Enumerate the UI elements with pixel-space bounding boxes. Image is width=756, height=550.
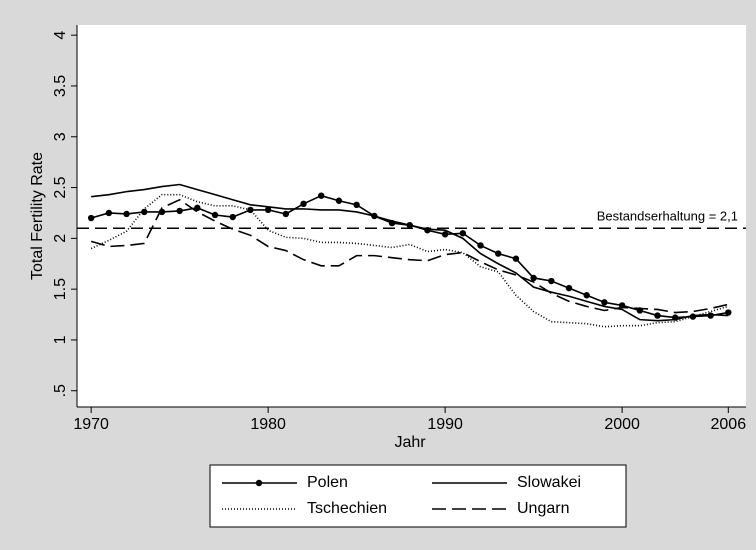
point	[282, 210, 290, 218]
legend-label: Polen	[307, 474, 348, 491]
point	[583, 292, 590, 299]
series-line	[90, 198, 729, 314]
y-tick-label: .5	[52, 384, 69, 397]
point	[530, 274, 537, 282]
series-line	[91, 183, 729, 322]
point	[229, 213, 236, 221]
point	[176, 207, 183, 215]
x-tick-label: 2006	[711, 416, 747, 433]
point	[353, 201, 360, 209]
point	[512, 255, 520, 262]
y-tick-label: 3	[52, 132, 69, 141]
legend-label: Slowakei	[517, 474, 581, 491]
legend	[209, 464, 627, 528]
y-tick-label: 2.5	[52, 176, 69, 198]
x-tick-label: 1990	[427, 416, 463, 433]
y-tick-label: 1.5	[52, 278, 69, 300]
point	[211, 211, 219, 219]
point	[441, 231, 449, 238]
y-axis-title: Total Fertility Rate	[29, 152, 46, 280]
point	[725, 309, 732, 316]
point	[247, 206, 254, 214]
y-tick-label: 4	[52, 31, 69, 40]
point	[335, 197, 343, 204]
legend-label: Tschechien	[307, 500, 387, 517]
point	[300, 200, 307, 208]
point	[318, 192, 325, 199]
legend-marker	[255, 479, 263, 487]
y-tick-label: 3.5	[52, 75, 69, 97]
x-tick-label: 1970	[73, 416, 109, 433]
point	[459, 230, 467, 237]
legend-label: Ungarn	[517, 500, 569, 517]
x-axis-title: Jahr	[394, 434, 426, 451]
point	[707, 312, 714, 319]
point	[495, 250, 502, 257]
point	[123, 210, 130, 218]
reference-label: Bestandserhaltung = 2,1	[597, 209, 738, 224]
point	[654, 312, 661, 319]
point	[105, 209, 113, 217]
x-tick-label: 2000	[604, 416, 640, 433]
point	[477, 242, 484, 249]
point	[601, 299, 608, 306]
y-tick-label: 2	[52, 234, 69, 243]
point	[264, 206, 272, 214]
point	[548, 277, 555, 285]
point	[87, 214, 95, 222]
y-tick-label: 1	[52, 335, 69, 344]
plot-area	[77, 25, 746, 407]
x-tick-label: 1980	[250, 416, 286, 433]
point	[194, 204, 201, 212]
point	[565, 284, 573, 292]
point	[141, 208, 148, 216]
